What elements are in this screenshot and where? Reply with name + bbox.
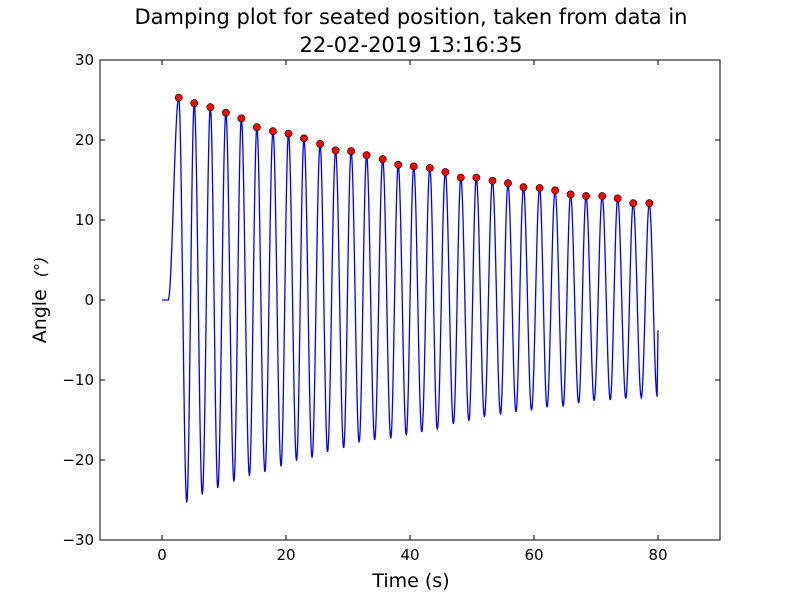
peak-marker-23 [535,184,544,192]
peak-marker-16 [425,164,434,172]
x-tick-label: 80 [648,546,667,564]
chart-title-line-1: Damping plot for seated position, taken … [135,5,688,29]
peak-marker-13 [378,155,387,164]
peak-marker-25 [566,190,575,199]
peak-marker-1 [190,99,199,108]
y-tick-label: −10 [62,371,94,389]
y-tick-label: −20 [62,451,94,469]
peak-marker-2 [206,103,215,112]
peak-marker-29 [629,199,638,208]
chart-title-line-2: 22-02-2019 13:16:35 [299,33,522,57]
peak-marker-18 [456,173,465,182]
peak-marker-30 [645,199,654,208]
peak-marker-17 [441,168,450,176]
axis-ticks: 0 20 40 60 80 −30 −20 −10 0 10 20 30 [62,51,720,564]
peak-marker-22 [519,183,528,192]
y-axis-label: Angle (°) [29,257,51,344]
y-axis-label-text: Angle [29,289,51,343]
peak-marker-20 [488,176,497,185]
peak-marker-8 [300,134,308,143]
y-axis-label-unit: (°) [31,257,50,277]
x-tick-label: 60 [524,546,543,564]
peak-marker-7 [284,129,293,138]
peak-marker-26 [582,192,590,200]
y-tick-label: 0 [84,291,94,309]
peak-marker-4 [237,114,246,123]
y-tick-label: 30 [75,51,94,69]
peak-marker-0 [174,93,183,102]
peak-marker-12 [362,151,371,160]
x-tick-label: 20 [276,546,295,564]
x-tick-label: 0 [157,546,167,564]
peak-marker-15 [409,162,418,171]
peak-marker-3 [221,108,230,117]
peak-marker-5 [252,123,261,132]
peak-marker-14 [394,160,403,169]
peak-marker-19 [472,173,481,182]
peak-marker-27 [598,192,607,200]
y-tick-label: 10 [75,211,94,229]
peak-marker-9 [316,140,324,148]
peak-marker-21 [504,179,512,188]
x-tick-label: 40 [400,546,419,564]
y-tick-label: 20 [75,131,94,149]
peak-marker-28 [613,194,622,203]
plot-layer [162,95,659,503]
peak-marker-6 [269,127,277,136]
peak-marker-24 [551,186,559,195]
peak-marker-10 [331,146,340,155]
peak-marker-11 [347,147,355,156]
peak-markers [174,93,654,208]
y-tick-label: −30 [62,531,94,549]
x-axis-label: Time (s) [371,570,449,592]
series-angle-line [162,95,659,503]
